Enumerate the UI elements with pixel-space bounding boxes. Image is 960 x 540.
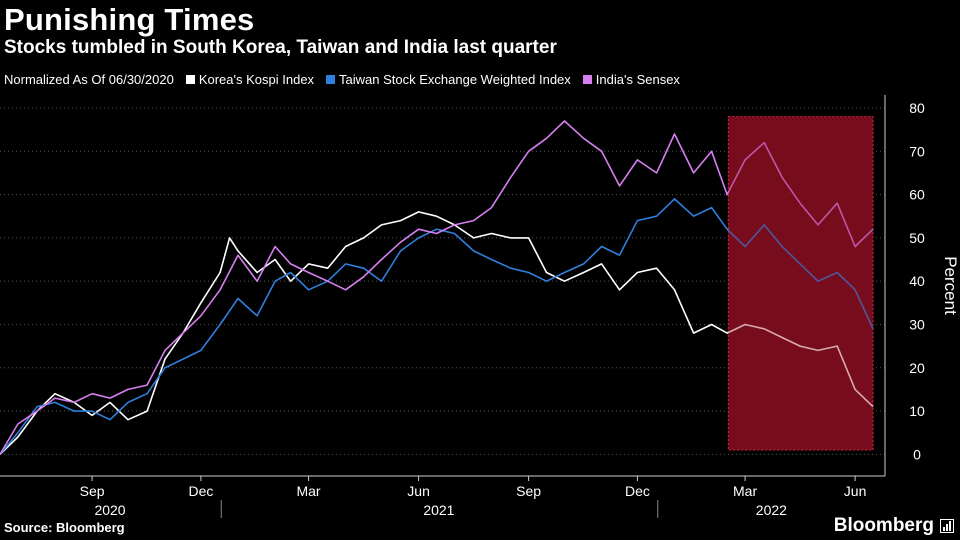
highlight-overlay [728, 116, 874, 451]
legend-note: Normalized As Of 06/30/2020 [4, 72, 174, 87]
bloomberg-logo: Bloomberg [834, 515, 954, 537]
legend-item-sensex: India's Sensex [582, 72, 680, 87]
legend-swatch-kospi [185, 75, 195, 84]
series-line-kospi [0, 211, 874, 455]
x-tick-label: Sep [80, 483, 105, 499]
x-year-label: 2022 [756, 502, 787, 518]
x-tick-label: Jun [844, 483, 867, 499]
source-note: Source: Bloomberg [4, 520, 125, 535]
legend-label-taiex: Taiwan Stock Exchange Weighted Index [339, 72, 571, 87]
x-year-label: 2021 [423, 502, 454, 518]
legend-label-kospi: Korea's Kospi Index [198, 72, 315, 87]
y-tick-label: 60 [909, 187, 925, 203]
bar-chart-icon [940, 519, 954, 533]
x-year-label: 2020 [94, 502, 125, 518]
y-tick-label: 30 [909, 316, 925, 332]
x-tick-label: Jun [407, 483, 430, 499]
series-line-sensex [0, 120, 874, 455]
legend: Normalized As Of 06/30/2020 Korea's Kosp… [4, 72, 680, 87]
legend-label-sensex: India's Sensex [595, 72, 680, 87]
series-lines [0, 116, 874, 455]
y-tick-label: 40 [909, 273, 925, 289]
y-tick-label: 50 [909, 230, 925, 246]
x-tick-label: Dec [625, 483, 650, 499]
legend-item-taiex: Taiwan Stock Exchange Weighted Index [326, 72, 571, 87]
y-axis-label: Percent [941, 256, 960, 315]
x-tick-label: Mar [296, 483, 320, 499]
legend-swatch-taiex [326, 75, 336, 84]
chart-title: Punishing Times [4, 2, 255, 37]
legend-item-kospi: Korea's Kospi Index [185, 72, 315, 87]
axes: 0 10 20 30 40 50 60 70 80 Percent Sep Dec Mar Jun Sep D… [0, 95, 960, 518]
y-tick-label: 0 [913, 446, 921, 462]
x-tick-label: Dec [188, 483, 213, 499]
y-tick-label: 10 [909, 403, 925, 419]
series-line-taiex [0, 198, 874, 455]
legend-swatch-sensex [582, 75, 592, 84]
x-tick-label: Mar [733, 483, 757, 499]
brand-name: Bloomberg [833, 515, 934, 536]
x-tick-label: Sep [516, 483, 541, 499]
chart-subtitle: Stocks tumbled in South Korea, Taiwan an… [4, 37, 557, 58]
y-tick-label: 80 [909, 100, 925, 116]
y-tick-label: 70 [909, 143, 925, 159]
y-tick-label: 20 [909, 360, 925, 376]
